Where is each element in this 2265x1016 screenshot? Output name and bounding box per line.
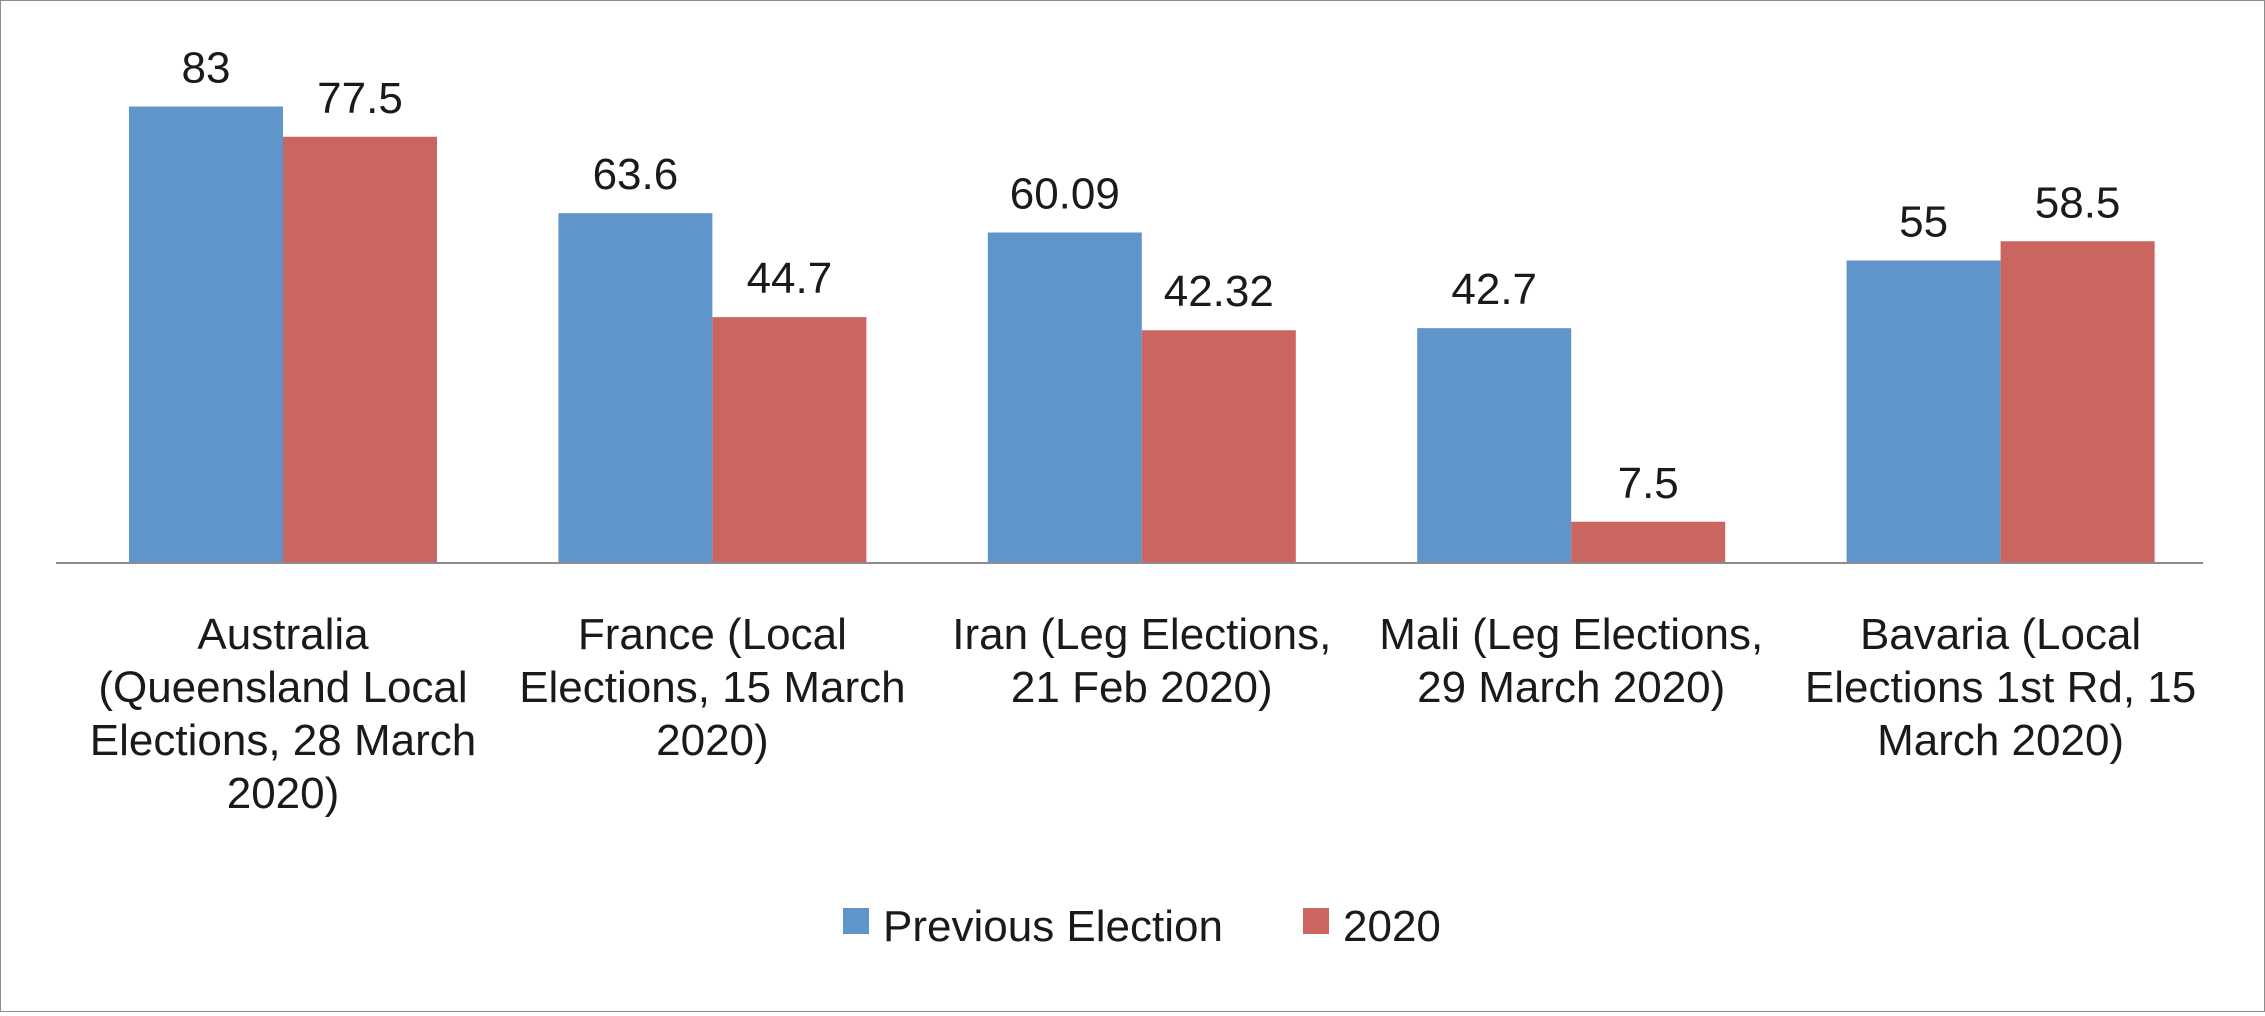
data-label-current-3: 7.5 — [1618, 459, 1679, 508]
category-labels-group: Australia (Queensland Local Elections, 28 … — [90, 610, 2196, 818]
bar-previous-1 — [558, 213, 713, 563]
bar-previous-3 — [1417, 328, 1572, 563]
legend-label-current: 2020 — [1343, 902, 1441, 951]
value-labels-group: 83 77.5 63.6 44.7 60.09 42.32 42.7 7.5 55 58.5 — [182, 44, 2121, 508]
legend: Previous Election 2020 — [843, 902, 1441, 951]
category-label-1: France (Local Elections, 15 March 2020) — [519, 610, 905, 765]
legend-swatch-current — [1303, 908, 1329, 934]
bar-current-1 — [712, 317, 867, 563]
bar-previous-2 — [987, 232, 1142, 563]
bar-current-0 — [283, 136, 437, 563]
bar-current-2 — [1141, 330, 1296, 563]
data-label-previous-3: 42.7 — [1451, 265, 1537, 314]
category-label-3: Mali (Leg Elections, 29 March 2020) — [1379, 610, 1763, 712]
category-label-4: Bavaria (Local Elections 1st Rd, 15 March … — [1805, 610, 2196, 765]
data-label-current-1: 44.7 — [747, 254, 833, 303]
data-label-previous-2: 60.09 — [1010, 170, 1120, 219]
bar-current-4 — [2000, 241, 2155, 563]
data-label-previous-4: 55 — [1899, 198, 1948, 247]
data-label-current-2: 42.32 — [1164, 267, 1274, 316]
legend-swatch-previous — [843, 908, 869, 934]
data-label-previous-0: 83 — [182, 44, 231, 93]
bar-previous-0 — [129, 106, 283, 563]
category-label-2: Iran (Leg Elections, 21 Feb 2020) — [952, 610, 1331, 712]
bar-previous-4 — [1846, 260, 2001, 563]
category-label-0: Australia (Queensland Local Elections, 28 … — [90, 610, 476, 818]
data-label-current-0: 77.5 — [317, 74, 403, 123]
legend-label-previous: Previous Election — [883, 902, 1223, 951]
data-label-current-4: 58.5 — [2035, 178, 2121, 227]
data-label-previous-1: 63.6 — [593, 150, 679, 199]
bar-current-3 — [1571, 521, 1726, 563]
bars-group — [129, 106, 2155, 563]
